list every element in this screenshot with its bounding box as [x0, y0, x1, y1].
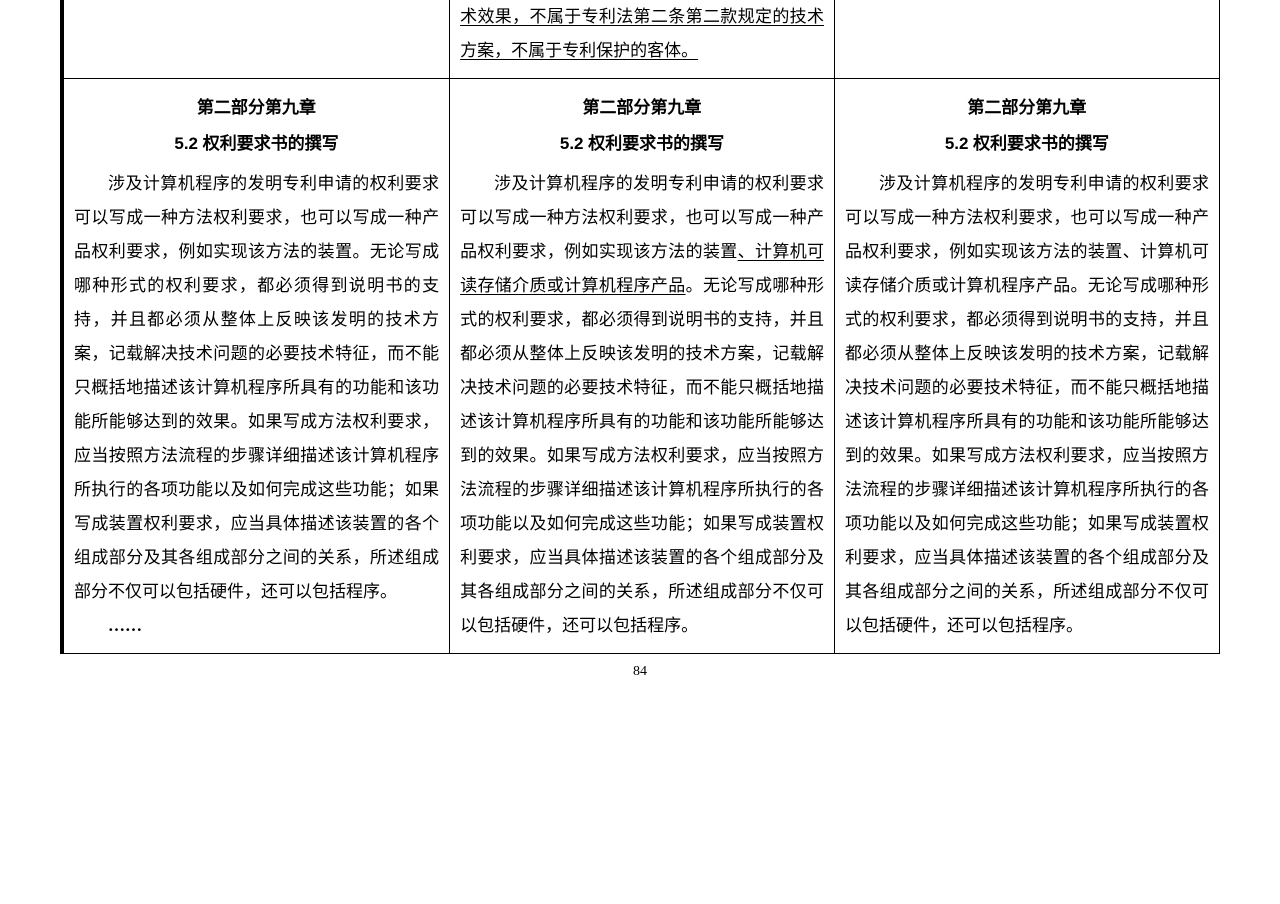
cell-r2c2: 第二部分第九章 5.2 权利要求书的撰写 涉及计算机程序的发明专利申请的权利要求… [450, 79, 835, 654]
section-heading: 第二部分第九章 [845, 91, 1209, 125]
table-container: 术效果，不属于专利法第二条第二款规定的技术方案，不属于专利保护的客体。 第二部分… [60, 0, 1220, 654]
cell-r2c1: 第二部分第九章 5.2 权利要求书的撰写 涉及计算机程序的发明专利申请的权利要求… [64, 79, 450, 654]
cell-r1c2: 术效果，不属于专利法第二条第二款规定的技术方案，不属于专利保护的客体。 [450, 0, 835, 79]
section-subheading: 5.2 权利要求书的撰写 [845, 127, 1209, 161]
body-paragraph: 涉及计算机程序的发明专利申请的权利要求可以写成一种方法权利要求，也可以写成一种产… [460, 167, 824, 643]
section-heading: 第二部分第九章 [74, 91, 439, 125]
document-page: 术效果，不属于专利法第二条第二款规定的技术方案，不属于专利保护的客体。 第二部分… [0, 0, 1280, 680]
section-subheading: 5.2 权利要求书的撰写 [74, 127, 439, 161]
text-run: 。无论写成哪种形式的权利要求，都必须得到说明书的支持，并且都必须从整体上反映该发… [460, 276, 824, 635]
table-row: 术效果，不属于专利法第二条第二款规定的技术方案，不属于专利保护的客体。 [64, 0, 1220, 79]
body-paragraph: 涉及计算机程序的发明专利申请的权利要求可以写成一种方法权利要求，也可以写成一种产… [845, 167, 1209, 643]
underlined-text: 术效果，不属于专利法第二条第二款规定的技术方案，不属于专利保护的客体。 [460, 7, 824, 60]
page-number: 84 [0, 664, 1280, 680]
section-subheading: 5.2 权利要求书的撰写 [460, 127, 824, 161]
ellipsis-text: …… [74, 609, 439, 643]
table-row: 第二部分第九章 5.2 权利要求书的撰写 涉及计算机程序的发明专利申请的权利要求… [64, 79, 1220, 654]
cell-r1c3 [835, 0, 1220, 79]
cell-r1c1 [64, 0, 450, 79]
cell-r2c3: 第二部分第九章 5.2 权利要求书的撰写 涉及计算机程序的发明专利申请的权利要求… [835, 79, 1220, 654]
section-heading: 第二部分第九章 [460, 91, 824, 125]
body-paragraph: 涉及计算机程序的发明专利申请的权利要求可以写成一种方法权利要求，也可以写成一种产… [74, 167, 439, 609]
comparison-table: 术效果，不属于专利法第二条第二款规定的技术方案，不属于专利保护的客体。 第二部分… [63, 0, 1220, 654]
